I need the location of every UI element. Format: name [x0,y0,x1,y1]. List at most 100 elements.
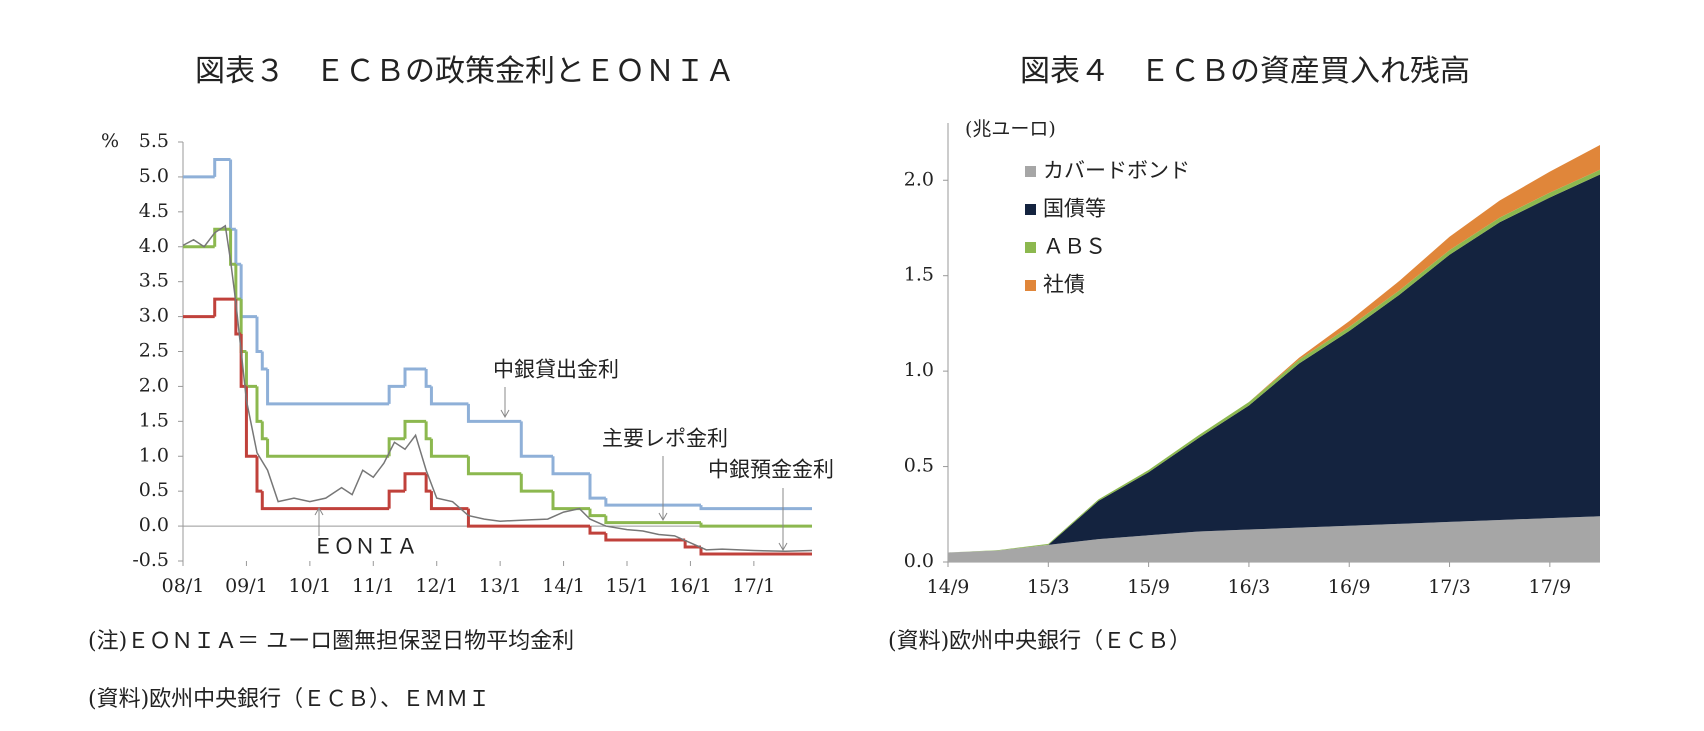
step-segment [429,491,469,511]
step-segment [403,472,427,492]
step-segment [424,368,432,388]
x-tick-label: 12/1 [415,575,458,597]
step-segment [466,456,522,476]
y-unit: (兆ユーロ) [965,118,1056,140]
step-segment [424,421,432,441]
step-segment [387,437,405,457]
step-segment [519,421,553,458]
line [182,224,813,552]
y-tick-label: 2.0 [904,168,934,190]
step-segment [387,384,405,404]
y-unit: % [101,130,119,152]
step-segment [551,456,590,476]
y-tick-label: 3.0 [139,305,169,327]
y-tick-label: 0.0 [139,514,169,536]
step-segment [260,421,268,441]
step-segment [387,489,405,509]
legend-swatch [1025,166,1036,177]
y-tick-label: 0.5 [904,455,934,477]
step-segment [699,522,812,528]
step-segment [699,547,812,556]
x-tick-label: 15/1 [606,575,649,597]
step-segment [403,419,427,439]
y-tick-label: 4.0 [139,235,169,257]
chart-title: 図表４ ＥＣＢの資産買入れ残高 [1020,54,1470,89]
legend-swatch [1025,280,1036,291]
x-tick-label: 13/1 [479,575,522,597]
annotation: 中銀貸出金利 [493,358,619,382]
y-tick-label: 5.5 [139,130,169,152]
step-segment [255,456,263,493]
x-tick-label: 09/1 [225,575,268,597]
step-segment [239,264,257,319]
note: (資料)欧州中央銀行（ＥＣＢ） [888,629,1191,654]
step-segment [255,316,263,353]
step-segment [244,386,257,458]
y-tick-label: 3.5 [139,270,169,292]
annotation: 主要レポ金利 [602,427,728,451]
legend-label: カバードボンド [1043,159,1190,183]
step-segment [260,491,390,511]
legend-label: 国債等 [1043,197,1106,221]
legend-label: 社債 [1043,273,1085,297]
x-tick-label: 16/9 [1328,576,1371,598]
y-tick-label: 1.5 [904,264,934,286]
legend-swatch [1025,204,1036,215]
step-segment [244,351,257,388]
y-tick-label: 0.5 [139,479,169,501]
y-tick-label: 2.0 [139,374,169,396]
arrow-head [778,542,788,552]
note: (資料)欧州中央銀行（ＥＣＢ）、ＥＭＭＩ [88,687,490,712]
x-tick-label: 17/3 [1428,576,1471,598]
step-segment [604,515,701,525]
y-tick-label: 1.5 [139,409,169,431]
step-segment [466,403,522,423]
y-tick-label: -0.5 [132,549,169,571]
y-tick-label: 1.0 [904,359,934,381]
step-segment [234,229,242,266]
y-tick-label: 1.0 [139,444,169,466]
step-segment [588,473,606,500]
step-segment [604,533,686,542]
y-tick-label: 0.0 [904,550,934,572]
area [948,144,1600,553]
step-segment [403,367,427,387]
x-tick-label: 16/3 [1228,576,1271,598]
step-segment [604,498,701,507]
area [948,174,1600,553]
annotation: ＥＯＮＩＡ [313,535,418,559]
annotation: 中銀預金金利 [708,458,834,482]
y-tick-label: 4.5 [139,200,169,222]
chart-title: 図表３ ＥＣＢの政策金利とＥＯＮＩＡ [195,54,735,89]
y-tick-label: 5.0 [139,165,169,187]
x-tick-label: 10/1 [289,575,332,597]
step-segment [699,505,812,511]
step-segment [588,508,606,518]
step-segment [429,386,469,406]
x-tick-label: 15/3 [1027,576,1070,598]
step-segment [229,159,236,231]
x-tick-label: 15/9 [1127,576,1170,598]
step-segment [266,438,390,458]
note: (注)ＥＯＮＩＡ＝ ユーロ圏無担保翌日物平均金利 [88,629,574,654]
step-segment [255,386,263,423]
x-tick-label: 14/1 [542,575,585,597]
step-segment [551,491,590,511]
x-tick-label: 17/9 [1529,576,1572,598]
x-tick-label: 08/1 [162,575,205,597]
step-segment [260,351,268,371]
step-segment [213,157,231,177]
step-segment [519,473,553,493]
arrow-head [658,512,668,522]
area [948,516,1600,562]
x-tick-label: 11/1 [352,575,395,597]
step-segment [266,368,390,406]
x-tick-label: 17/1 [733,575,776,597]
arrow-head [314,506,324,516]
x-tick-label: 14/9 [927,576,970,598]
x-tick-label: 16/1 [669,575,712,597]
arrow-head [500,409,510,419]
legend-label: ＡＢＳ [1043,235,1106,259]
step-segment [213,297,236,317]
